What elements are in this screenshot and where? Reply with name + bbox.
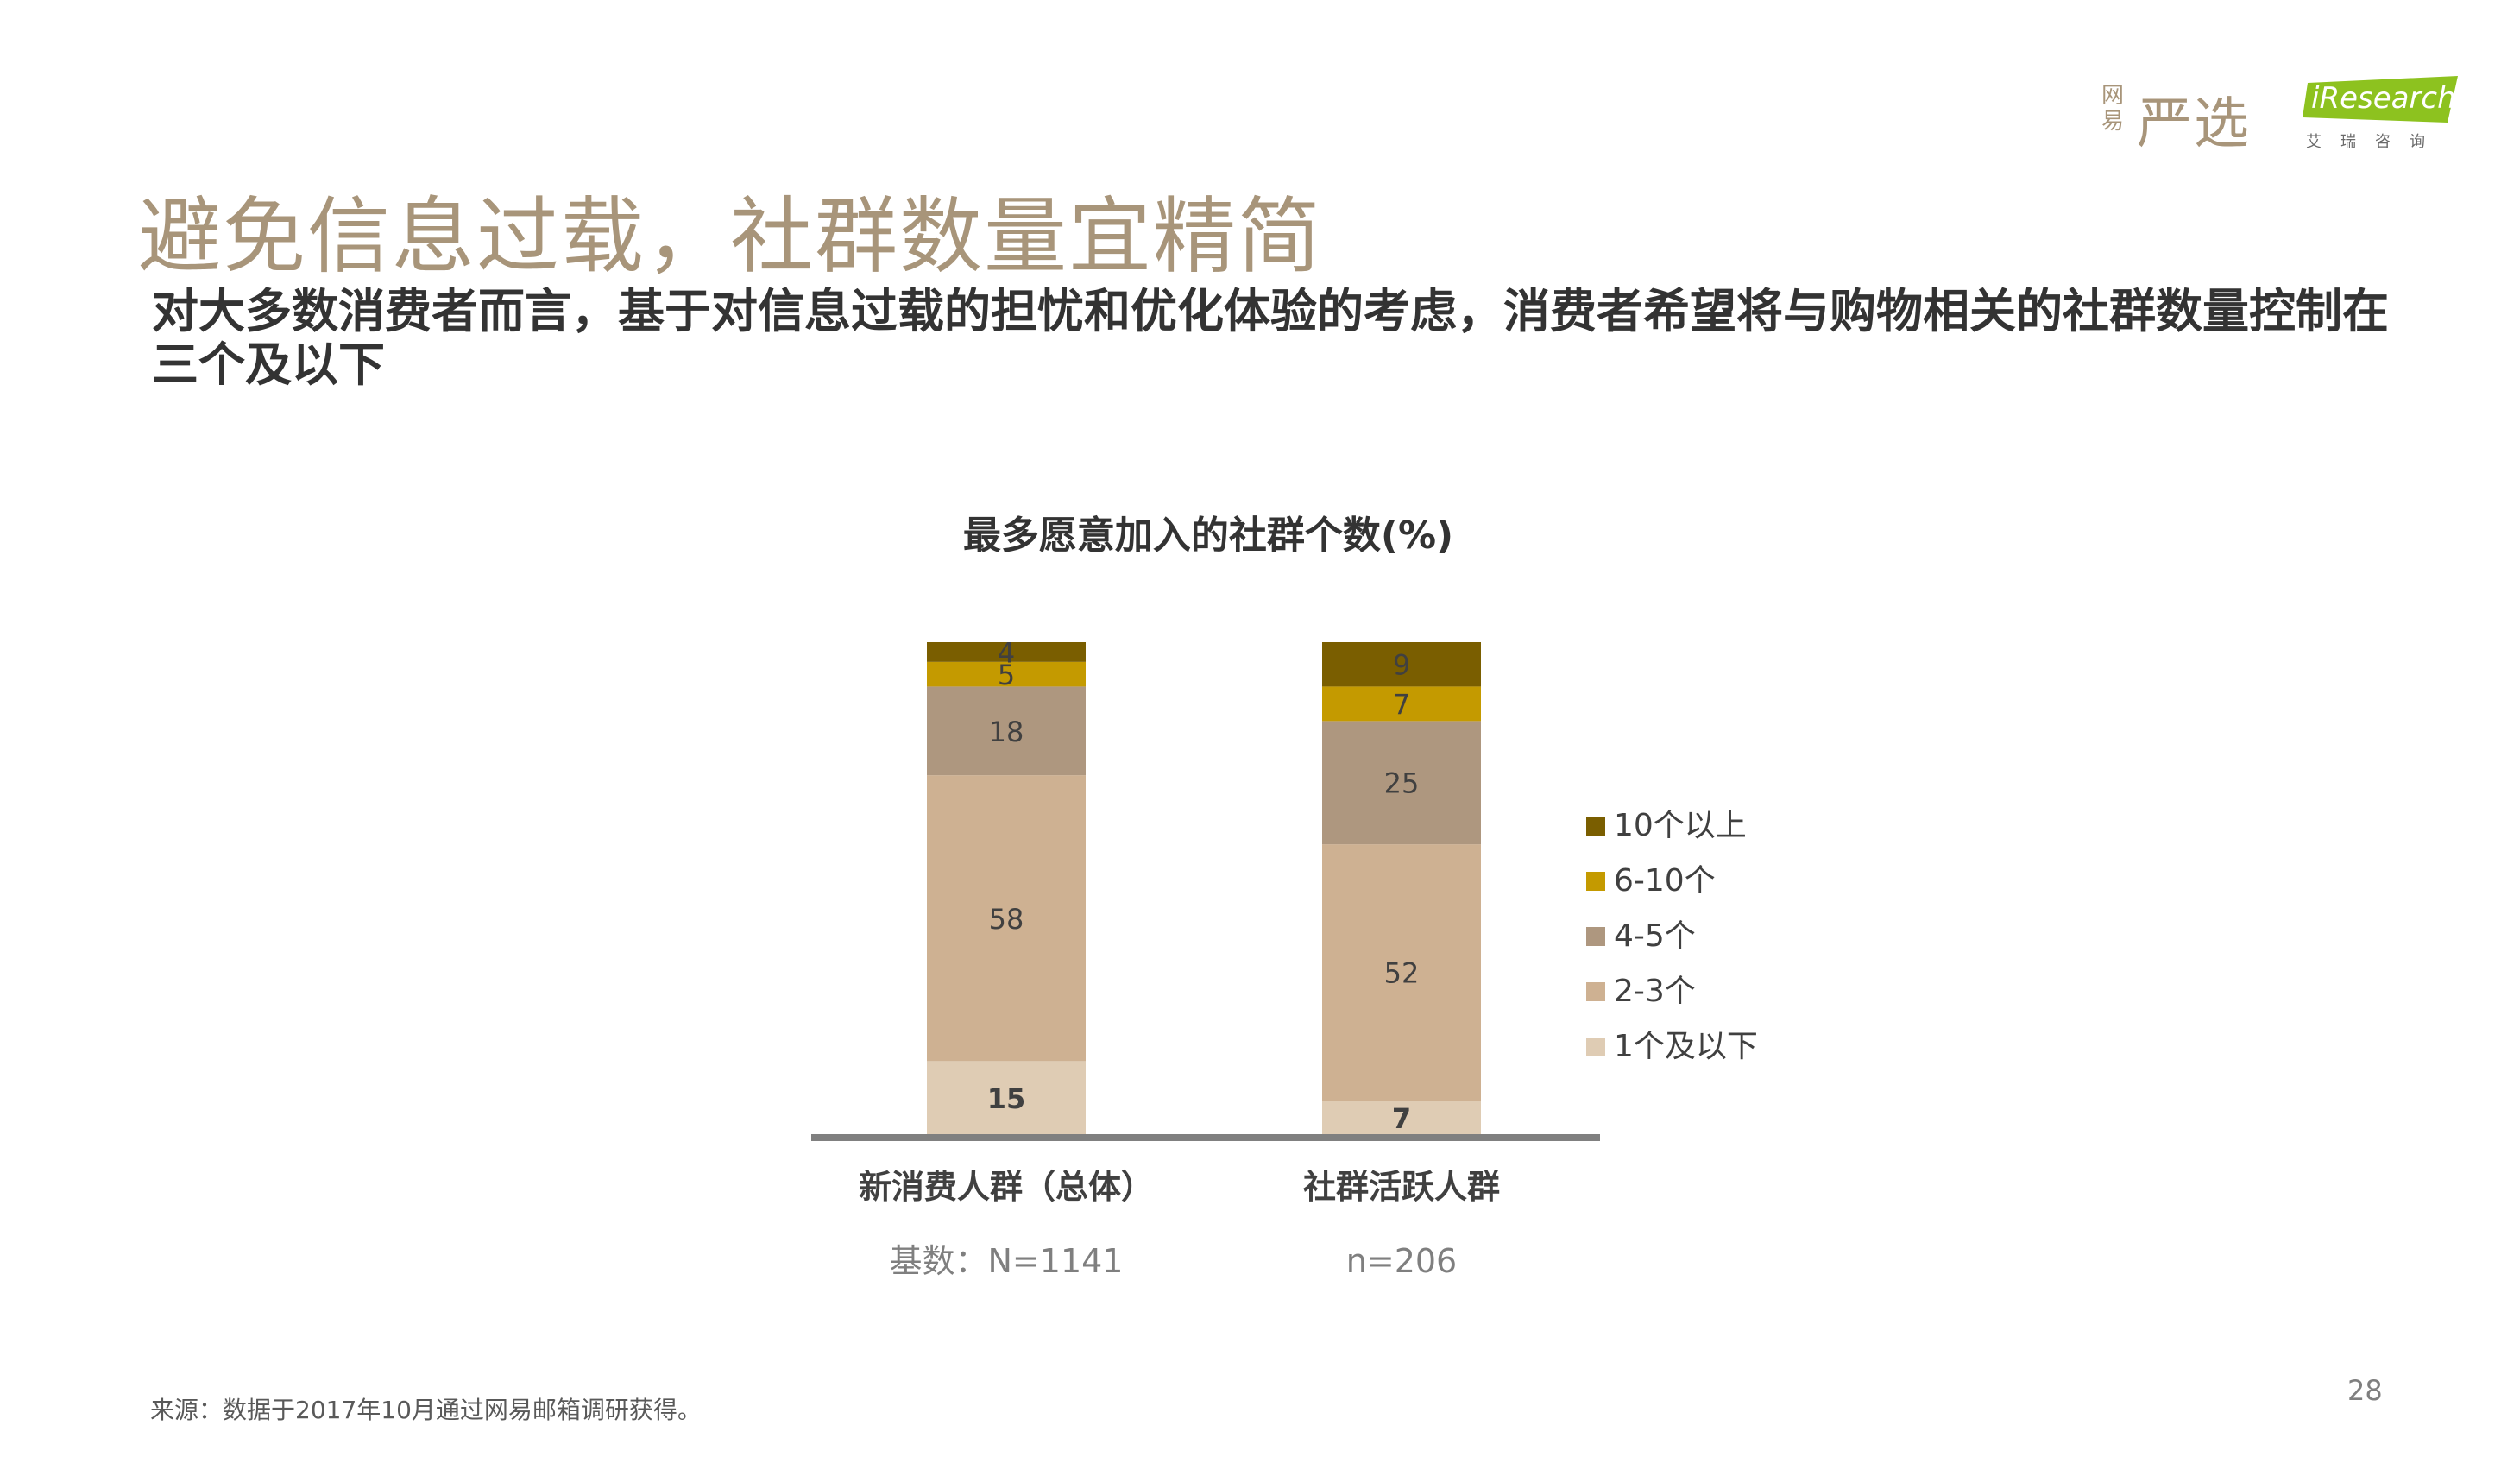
data-label: 4 bbox=[998, 636, 1015, 669]
legend-item: 1个及以下 bbox=[1586, 1024, 1845, 1067]
bar-segment bbox=[927, 1061, 1086, 1135]
bar-segment bbox=[927, 642, 1086, 662]
data-label: 9 bbox=[1393, 649, 1410, 682]
iresearch-logo: iResearch 艾瑞咨询 bbox=[2303, 67, 2475, 154]
legend-label: 4-5个 bbox=[1614, 918, 1696, 954]
legend-item: 4-5个 bbox=[1586, 913, 1845, 956]
legend-swatch bbox=[1586, 982, 1605, 1001]
legend-label: 2-3个 bbox=[1614, 974, 1696, 1009]
page-title: 避免信息过载，社群数量宜精简 bbox=[138, 188, 1322, 285]
yanxuan-logo: 网易 严选 bbox=[2097, 79, 2270, 156]
chart-title: 最多愿意加入的社群个数(%) bbox=[962, 514, 1454, 558]
source-note: 来源：数据于2017年10月通过网易邮箱调研获得。 bbox=[150, 1396, 702, 1424]
legend-item: 6-10个 bbox=[1586, 858, 1845, 901]
legend-swatch bbox=[1586, 817, 1605, 836]
legend-item: 10个以上 bbox=[1586, 803, 1845, 846]
data-label: 52 bbox=[1384, 957, 1420, 990]
legend-label: 10个以上 bbox=[1614, 808, 1747, 843]
yanxuan-logo-prefix: 网易 bbox=[2101, 83, 2124, 135]
bar-segment bbox=[927, 686, 1086, 776]
bar-segment bbox=[927, 775, 1086, 1062]
bar-segment bbox=[1322, 844, 1481, 1101]
iresearch-logo-text: iResearch bbox=[2311, 81, 2456, 116]
data-label: 25 bbox=[1384, 767, 1420, 800]
legend-item: 2-3个 bbox=[1586, 968, 1845, 1012]
bar-segment bbox=[1322, 1101, 1481, 1135]
legend-label: 1个及以下 bbox=[1614, 1029, 1758, 1064]
category-label: 新消费人群（总体） bbox=[859, 1168, 1154, 1206]
page-subtitle: 对大多数消费者而言，基于对信息过载的担忧和优化体验的考虑，消费者希望将与购物相关… bbox=[152, 284, 2389, 392]
iresearch-tag-icon bbox=[2303, 76, 2458, 123]
data-label: 7 bbox=[1393, 688, 1410, 721]
category-label: 社群活跃人群 bbox=[1303, 1168, 1500, 1206]
data-label: 18 bbox=[989, 716, 1024, 748]
data-label: 5 bbox=[998, 659, 1015, 691]
iresearch-logo-subtext: 艾瑞咨询 bbox=[2306, 133, 2444, 151]
legend-label: 6-10个 bbox=[1614, 863, 1716, 899]
yanxuan-logo-text: 严选 bbox=[2137, 92, 2251, 156]
base-label: 基数：N=1141 bbox=[890, 1242, 1124, 1280]
legend-swatch bbox=[1586, 927, 1605, 946]
bar-segment bbox=[1322, 642, 1481, 687]
base-label: n=206 bbox=[1346, 1242, 1457, 1280]
legend-swatch bbox=[1586, 1038, 1605, 1056]
data-label: 58 bbox=[989, 903, 1024, 936]
page-number: 28 bbox=[2347, 1374, 2383, 1407]
bar-segment bbox=[1322, 686, 1481, 722]
bar-segment bbox=[1322, 721, 1481, 845]
bar-segment bbox=[927, 661, 1086, 687]
legend-swatch bbox=[1586, 872, 1605, 891]
data-label: 7 bbox=[1392, 1102, 1411, 1135]
data-label: 15 bbox=[987, 1082, 1026, 1115]
